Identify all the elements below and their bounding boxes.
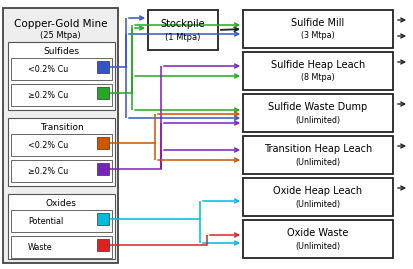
Bar: [11, 236, 112, 258]
Text: Waste: Waste: [28, 242, 52, 252]
Bar: [11, 134, 112, 156]
Text: Copper-Gold Mine: Copper-Gold Mine: [14, 19, 107, 29]
Text: Transition: Transition: [40, 123, 83, 133]
Bar: [97, 213, 109, 225]
Bar: [8, 118, 115, 186]
Text: (25 Mtpa): (25 Mtpa): [40, 30, 81, 40]
Text: Sulfide Mill: Sulfide Mill: [291, 18, 344, 28]
Text: Au: Au: [412, 141, 413, 150]
Text: (Unlimited): (Unlimited): [295, 200, 340, 208]
Text: Stockpile: Stockpile: [160, 19, 205, 29]
Text: Au: Au: [412, 31, 413, 41]
Bar: [11, 84, 112, 106]
Text: (3 Mtpa): (3 Mtpa): [300, 31, 334, 41]
Text: Transition Heap Leach: Transition Heap Leach: [263, 144, 371, 154]
Bar: [11, 160, 112, 182]
Text: Oxide Waste: Oxide Waste: [287, 228, 348, 238]
Bar: [11, 58, 112, 80]
Text: Oxide Heap Leach: Oxide Heap Leach: [273, 186, 362, 196]
Bar: [97, 163, 109, 175]
Text: (Unlimited): (Unlimited): [295, 158, 340, 167]
Text: ≥0.2% Cu: ≥0.2% Cu: [28, 167, 68, 175]
Text: Cu: Cu: [412, 16, 413, 24]
Bar: [97, 239, 109, 251]
Bar: [242, 136, 392, 174]
Text: <0.2% Cu: <0.2% Cu: [28, 65, 68, 73]
Text: Oxides: Oxides: [46, 200, 77, 208]
Text: <0.2% Cu: <0.2% Cu: [28, 140, 68, 150]
Bar: [97, 61, 109, 73]
Bar: [147, 10, 218, 50]
Text: ≥0.2% Cu: ≥0.2% Cu: [28, 90, 68, 100]
Bar: [97, 87, 109, 99]
Text: Sulfide Heap Leach: Sulfide Heap Leach: [270, 60, 364, 70]
Bar: [242, 178, 392, 216]
Text: (Unlimited): (Unlimited): [295, 115, 340, 125]
Bar: [242, 220, 392, 258]
Text: Cu: Cu: [412, 100, 413, 108]
Text: Sulfide Waste Dump: Sulfide Waste Dump: [268, 102, 367, 112]
Bar: [242, 94, 392, 132]
Bar: [8, 194, 115, 259]
Text: Potential: Potential: [28, 217, 63, 225]
Text: Cu: Cu: [412, 58, 413, 66]
Text: Sulfides: Sulfides: [43, 48, 79, 56]
Bar: [242, 10, 392, 48]
Text: Au: Au: [412, 183, 413, 193]
Bar: [11, 210, 112, 232]
Bar: [242, 52, 392, 90]
Text: (8 Mtpa): (8 Mtpa): [300, 73, 334, 83]
Bar: [8, 42, 115, 110]
Text: (1 Mtpa): (1 Mtpa): [165, 33, 200, 41]
Bar: [97, 137, 109, 149]
Text: (Unlimited): (Unlimited): [295, 242, 340, 250]
Bar: [3, 8, 118, 263]
